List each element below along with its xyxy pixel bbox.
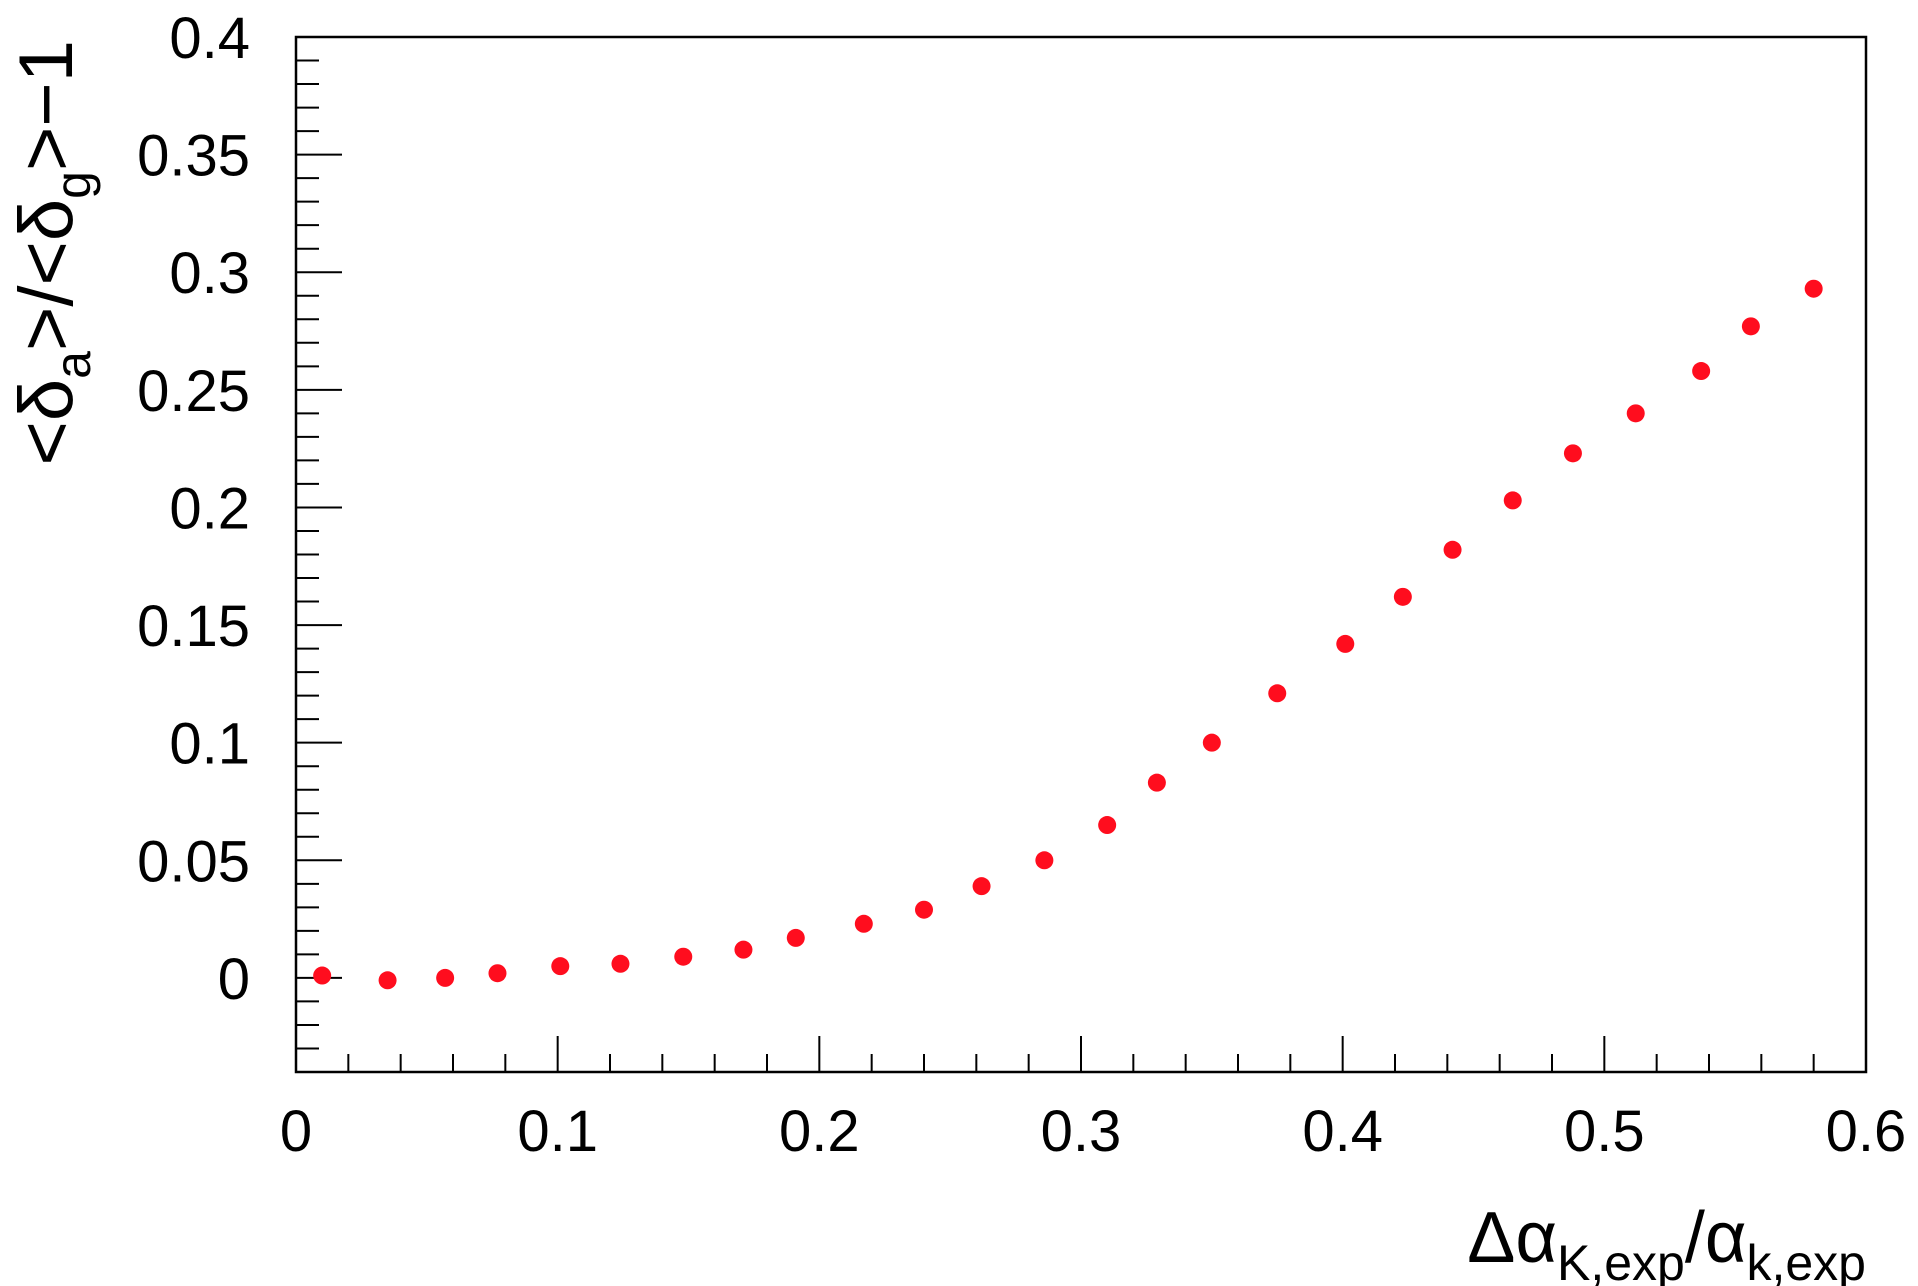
- x-tick-label: 0.4: [1302, 1099, 1383, 1164]
- data-point: [1147, 773, 1166, 792]
- y-tick-label: 0.3: [169, 241, 250, 306]
- data-point: [488, 964, 507, 983]
- data-point: [972, 877, 991, 896]
- data-point: [786, 928, 805, 947]
- x-tick-label: 0.2: [779, 1099, 860, 1164]
- x-tick-label: 0.1: [517, 1099, 598, 1164]
- y-tick-label: 0.15: [137, 594, 250, 659]
- data-point: [734, 940, 753, 959]
- plot-frame: [294, 35, 1868, 1074]
- data-points: [313, 279, 1823, 990]
- data-point: [1741, 317, 1760, 336]
- data-point: [1268, 684, 1287, 703]
- data-point: [1035, 851, 1054, 870]
- data-point: [674, 947, 693, 966]
- x-tick-label: 0.6: [1826, 1099, 1907, 1164]
- axis-ticks: [295, 36, 1867, 1073]
- x-tick-label: 0.5: [1564, 1099, 1645, 1164]
- data-point: [1393, 587, 1412, 606]
- data-point: [611, 954, 630, 973]
- data-point: [1692, 362, 1711, 381]
- x-tick-label: 0: [280, 1099, 312, 1164]
- x-axis-title: ΔαK,exp/αk,exp: [1467, 1198, 1866, 1286]
- data-point: [1563, 444, 1582, 463]
- y-tick-label: 0.1: [169, 712, 250, 777]
- data-point: [313, 966, 332, 985]
- y-tick-label: 0.05: [137, 829, 250, 894]
- data-point: [1336, 634, 1355, 653]
- data-point: [551, 957, 570, 976]
- y-axis-title: <δa>/<δg>−1: [4, 40, 101, 466]
- y-tick-label: 0.4: [169, 6, 250, 71]
- y-tick-label: 0.2: [169, 476, 250, 541]
- data-point: [1804, 279, 1823, 298]
- y-tick-label: 0.35: [137, 124, 250, 189]
- data-point: [1202, 733, 1221, 752]
- data-point: [1626, 404, 1645, 423]
- data-point: [1503, 491, 1522, 510]
- y-tick-label: 0: [218, 947, 250, 1012]
- data-point: [436, 968, 455, 987]
- data-point: [1098, 816, 1117, 835]
- data-point: [1443, 540, 1462, 559]
- data-point: [854, 914, 873, 933]
- y-tick-label: 0.25: [137, 359, 250, 424]
- data-point: [915, 900, 933, 919]
- tick-labels: 0 0.1 0.2 0.3 0.4 0.5 0.6 0 0.05 0.1 0.15 0.2 0.25 0.…: [137, 6, 1906, 1164]
- x-tick-label: 0.3: [1041, 1099, 1122, 1164]
- data-point: [378, 971, 397, 990]
